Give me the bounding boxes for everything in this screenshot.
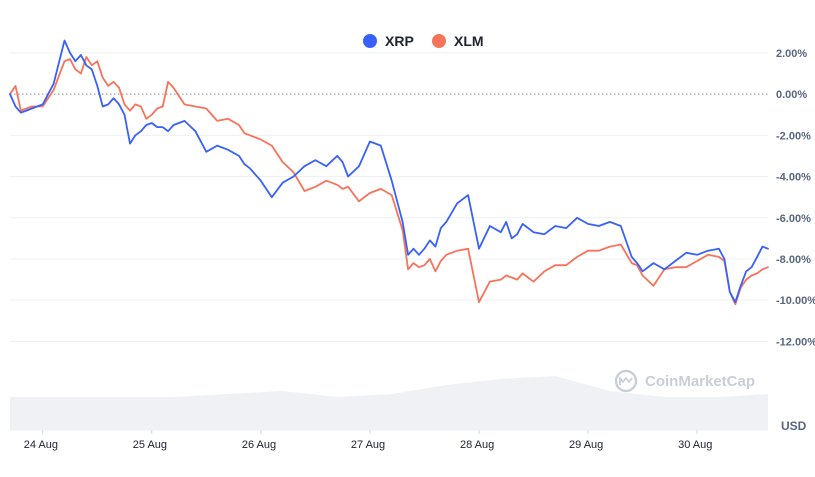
series-layer xyxy=(9,39,769,306)
x-tick-label: 26 Aug xyxy=(242,439,276,451)
y-tick-label: -10.00% xyxy=(776,295,815,307)
legend-marker-xlm xyxy=(432,34,446,48)
y-tick-label: -2.00% xyxy=(776,130,811,142)
y-axis: 2.00% 0.00% -2.00% -4.00% -6.00% -8.00% -10.00… xyxy=(776,48,815,348)
watermark-text: CoinMarketCap xyxy=(645,373,755,390)
x-tick-label: 27 Aug xyxy=(351,439,385,451)
volume-layer xyxy=(10,376,768,430)
x-axis: 24 Aug 25 Aug 26 Aug 27 Aug 28 Aug 29 Aug 30 A… xyxy=(10,429,768,451)
watermark: CoinMarketCap xyxy=(614,369,755,393)
y-tick-label: -4.00% xyxy=(776,172,811,184)
y-tick-label: 2.00% xyxy=(776,48,807,60)
legend-marker-xrp xyxy=(363,34,377,48)
legend[interactable]: XRP XLM xyxy=(363,33,484,49)
y-tick-label: -12.00% xyxy=(776,336,815,348)
watermark-logo-icon xyxy=(614,369,638,393)
series-line-xrp[interactable] xyxy=(9,39,769,304)
legend-label-xlm: XLM xyxy=(454,33,484,49)
x-tick-label: 25 Aug xyxy=(133,439,167,451)
y-tick-label: -8.00% xyxy=(776,254,811,266)
y-tick-label: -6.00% xyxy=(776,213,811,225)
y-tick-label: 0.00% xyxy=(776,89,807,101)
volume-area xyxy=(10,376,768,430)
x-tick-label: 29 Aug xyxy=(569,439,603,451)
currency-label: USD xyxy=(781,419,807,433)
x-tick-label: 30 Aug xyxy=(678,439,712,451)
watermark-logo-mark xyxy=(619,377,633,385)
series-line-xlm[interactable] xyxy=(9,56,769,306)
grid-layer xyxy=(10,52,768,342)
legend-item-xlm[interactable]: XLM xyxy=(432,33,484,49)
x-tick-label: 28 Aug xyxy=(460,439,494,451)
legend-item-xrp[interactable]: XRP xyxy=(363,33,414,49)
x-tick-label: 24 Aug xyxy=(24,439,58,451)
legend-label-xrp: XRP xyxy=(385,33,414,49)
